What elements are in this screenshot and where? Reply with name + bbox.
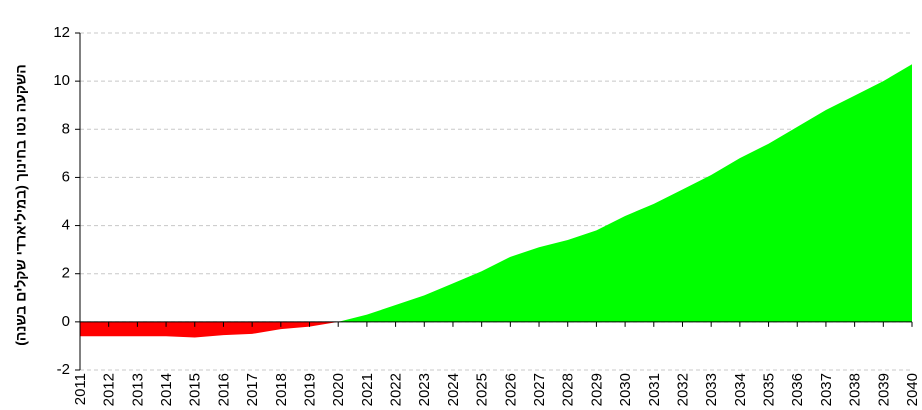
x-tick-label: 2017 [244,373,261,406]
x-tick-label: 2011 [72,373,89,405]
x-tick-label: 2027 [531,373,548,406]
x-tick-label: 2015 [187,373,204,406]
y-tick-label: 12 [53,24,70,41]
y-tick-label: 8 [62,120,70,137]
x-tick-label: 2040 [904,373,921,406]
x-tick-label: 2034 [732,373,749,406]
x-tick-label: 2012 [101,373,118,406]
y-axis-title: השקעה נטו בחינוך (במיליארדי שקלים בשנה) [13,64,29,345]
x-tick-label: 2031 [646,373,663,406]
x-tick-label: 2014 [158,373,175,406]
y-tick-label: 0 [62,313,70,330]
x-tick-label: 2025 [474,373,491,406]
x-tick-label: 2030 [617,373,634,406]
x-tick-label: 2013 [129,373,146,406]
x-tick-label: 2032 [674,373,691,406]
y-tick-label: 6 [62,168,70,185]
y-tick-label: 2 [62,265,70,282]
x-tick-label: 2023 [416,373,433,406]
x-tick-label: 2035 [761,373,778,406]
x-tick-label: 2018 [273,373,290,406]
y-tick-label: -2 [57,361,70,378]
x-tick-label: 2021 [359,373,376,406]
x-tick-label: 2024 [445,373,462,406]
x-tick-label: 2039 [875,373,892,406]
area [80,64,912,338]
x-tick-label: 2038 [847,373,864,406]
x-tick-label: 2029 [588,373,605,406]
y-tick-label: 10 [53,72,70,89]
x-tick-label: 2026 [502,373,519,406]
x-tick-label: 2036 [789,373,806,406]
x-tick-label: 2022 [388,373,405,406]
x-tick-label: 2016 [215,373,232,406]
x-tick-label: 2028 [560,373,577,406]
x-tick-label: 2019 [301,373,318,406]
x-tick-label: 2020 [330,373,347,406]
x-tick-label: 2037 [818,373,835,406]
x-tick-label: 2033 [703,373,720,406]
y-tick-label: 4 [62,217,70,234]
